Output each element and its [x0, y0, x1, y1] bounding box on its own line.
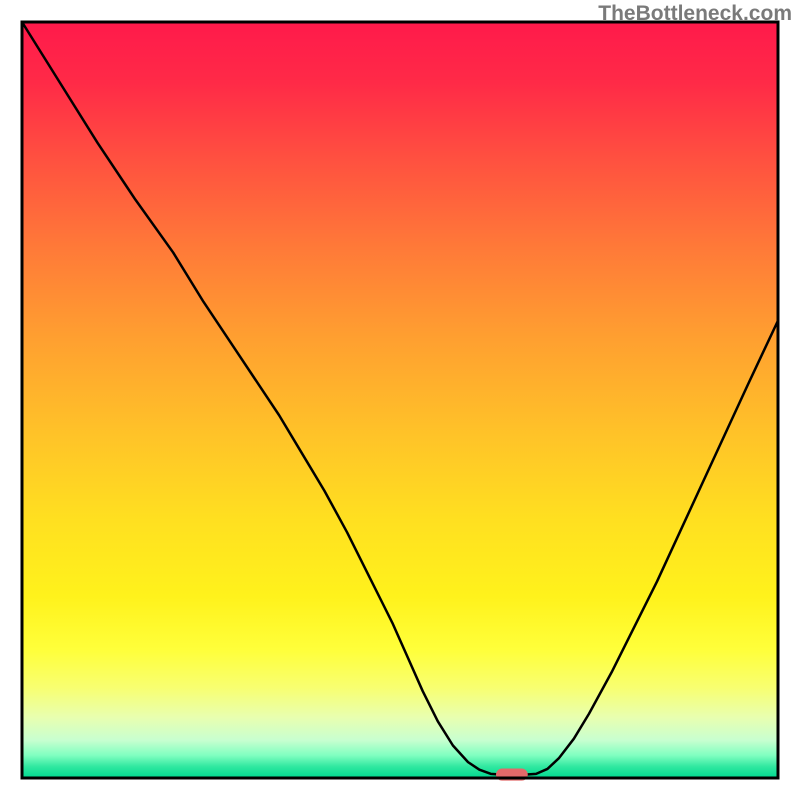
chart-container: TheBottleneck.com — [0, 0, 800, 800]
bottleneck-chart — [0, 0, 800, 800]
plot-gradient-background — [22, 22, 778, 778]
